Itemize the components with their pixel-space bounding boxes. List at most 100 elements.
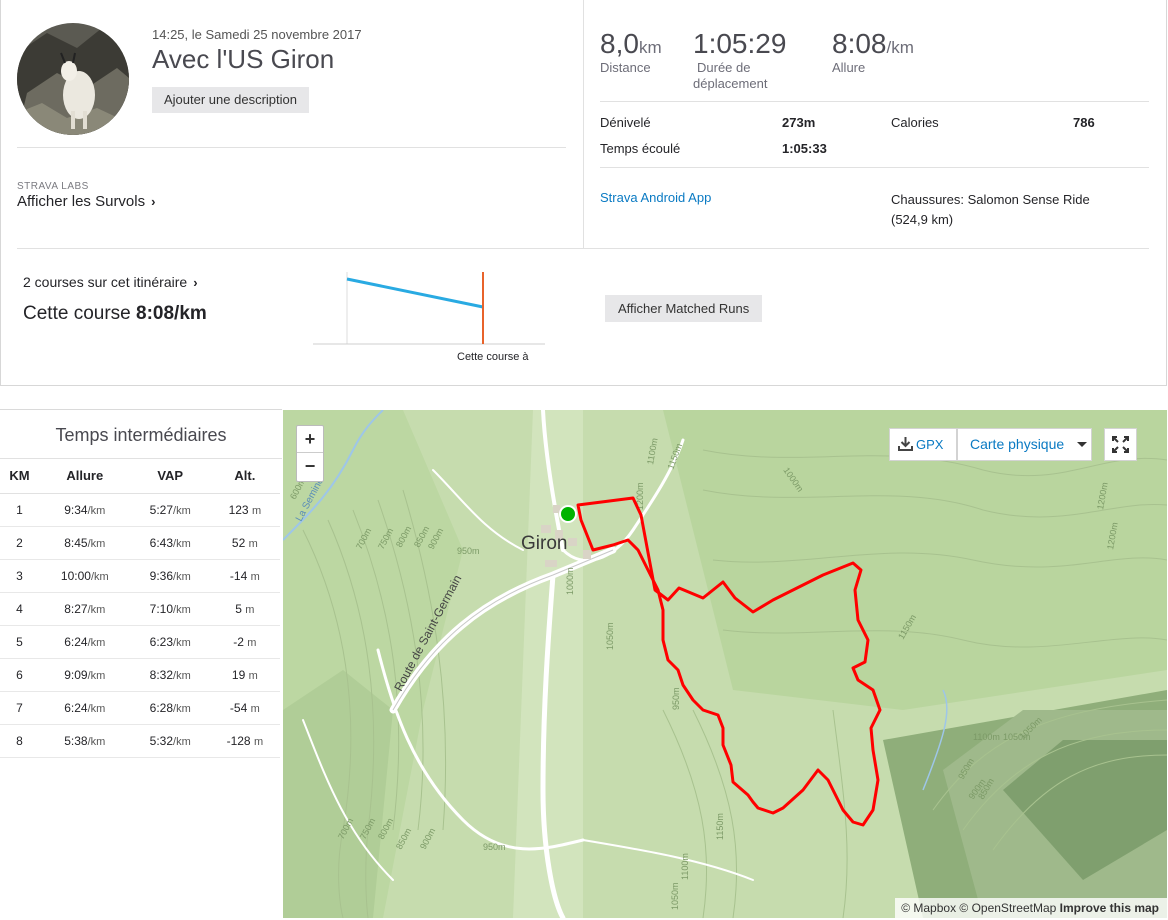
chevron-right-icon: › <box>193 275 198 290</box>
split-km: 4 <box>0 592 39 626</box>
map-layer-label: Carte physique <box>970 436 1065 452</box>
stat-moving-time: 1:05:29 Durée de déplacement <box>693 28 786 92</box>
split-alt: 52 m <box>209 526 280 560</box>
split-gap: 5:32/km <box>130 724 210 758</box>
contour-label: 1100m <box>645 437 660 465</box>
athlete-avatar[interactable] <box>17 23 129 135</box>
pace-trend-line <box>346 277 484 309</box>
split-km: 1 <box>0 493 39 527</box>
fullscreen-icon <box>1112 436 1129 453</box>
zoom-out-button[interactable]: − <box>304 456 316 476</box>
download-icon <box>898 437 913 451</box>
split-pace: 8:45/km <box>38 526 131 560</box>
distance-label: Distance <box>600 60 651 75</box>
col-gap: VAP <box>130 459 210 494</box>
pace-label: Allure <box>832 60 866 75</box>
attribution-text[interactable]: © Mapbox © OpenStreetMap <box>901 901 1057 915</box>
contour-label: 1200m <box>1105 521 1120 550</box>
split-row: 4 8:27/km 7:10/km 5 m <box>0 592 280 626</box>
split-gap: 9:36/km <box>130 559 210 593</box>
shoes-distance: (524,9 km) <box>891 212 954 227</box>
split-alt: -2 m <box>209 625 280 659</box>
split-km: 6 <box>0 658 39 692</box>
col-pace: Allure <box>38 459 131 494</box>
gpx-download-button[interactable]: GPX <box>889 428 957 461</box>
elevation-value: 273m <box>782 115 816 130</box>
col-km: KM <box>0 459 39 494</box>
contour-label: 1050m <box>1003 732 1031 742</box>
route-map[interactable]: Giron Route de Saint-Germain La Semine 6… <box>283 410 1167 918</box>
divider <box>600 167 1149 168</box>
split-km: 2 <box>0 526 39 560</box>
flyby-link[interactable]: Afficher les Survols › <box>17 193 155 210</box>
elevation-label: Dénivelé <box>600 115 651 130</box>
device-link[interactable]: Strava Android App <box>600 190 712 205</box>
town-label: Giron <box>521 533 567 554</box>
split-gap: 5:27/km <box>130 493 210 527</box>
split-row: 8 5:38/km 5:32/km -128 m <box>0 724 280 758</box>
moving-time-label-1: Durée de <box>697 60 751 75</box>
map-layer-dropdown[interactable]: Carte physique <box>957 428 1092 461</box>
split-alt: -128 m <box>209 724 280 758</box>
divider <box>17 147 566 148</box>
pace-unit: /km <box>886 38 914 57</box>
contour-label: 1100m <box>680 853 690 880</box>
activity-header-card: 14:25, le Samedi 25 novembre 2017 Avec l… <box>0 0 1167 386</box>
col-alt: Alt. <box>209 459 280 494</box>
matched-runs-link[interactable]: 2 courses sur cet itinéraire › <box>23 274 198 290</box>
matched-runs-chart: Cette course à <box>313 272 545 363</box>
split-row: 7 6:24/km 6:28/km -54 m <box>0 691 280 725</box>
map-canvas[interactable]: Giron Route de Saint-Germain La Semine 6… <box>283 410 1167 918</box>
split-pace: 10:00/km <box>38 559 131 593</box>
activity-title: Avec l'US Giron <box>152 44 335 74</box>
contour-label: 950m <box>483 842 506 852</box>
split-gap: 8:32/km <box>130 658 210 692</box>
route-line <box>576 496 882 827</box>
distance-value: 8,0 <box>600 28 639 59</box>
split-gap: 6:23/km <box>130 625 210 659</box>
activity-date: 14:25, le Samedi 25 novembre 2017 <box>152 27 362 42</box>
split-gap: 7:10/km <box>130 592 210 626</box>
this-run-prefix: Cette course <box>23 303 131 324</box>
split-pace: 6:24/km <box>38 625 131 659</box>
zoom-in-button[interactable]: + <box>297 426 323 453</box>
shoes-info: Chaussures: Salomon Sense Ride (524,9 km… <box>891 190 1111 230</box>
pace-value: 8:08 <box>832 28 887 59</box>
split-row: 6 9:09/km 8:32/km 19 m <box>0 658 280 692</box>
chevron-right-icon: › <box>151 194 156 209</box>
moving-time-label-2: déplacement <box>693 76 768 91</box>
add-description-button[interactable]: Ajouter une description <box>152 87 309 113</box>
split-km: 8 <box>0 724 39 758</box>
improve-map-link[interactable]: Improve this map <box>1059 901 1159 915</box>
split-alt: 123 m <box>209 493 280 527</box>
split-km: 7 <box>0 691 39 725</box>
start-marker <box>559 505 577 523</box>
divider <box>17 248 1149 249</box>
splits-panel: Temps intermédiaires KM Allure VAP Alt. … <box>0 409 282 920</box>
contour-label: 1200m <box>1095 481 1110 510</box>
split-pace: 9:09/km <box>38 658 131 692</box>
divider <box>600 101 1149 102</box>
contour-label: 1200m <box>635 482 645 510</box>
split-row: 3 10:00/km 9:36/km -14 m <box>0 559 280 593</box>
chart-caption: Cette course à <box>457 351 529 363</box>
distance-unit: km <box>638 38 662 57</box>
split-km: 3 <box>0 559 39 593</box>
fullscreen-button[interactable] <box>1104 428 1137 461</box>
contour-label: 950m <box>457 546 480 556</box>
split-row: 2 8:45/km 6:43/km 52 m <box>0 526 280 560</box>
matched-runs-label: 2 courses sur cet itinéraire <box>23 274 188 290</box>
elapsed-time-label: Temps écoulé <box>600 141 681 156</box>
map-attribution: © Mapbox © OpenStreetMap Improve this ma… <box>895 898 1167 918</box>
split-row: 5 6:24/km 6:23/km -2 m <box>0 625 280 659</box>
contour-label: 1050m <box>605 622 615 650</box>
split-gap: 6:43/km <box>130 526 210 560</box>
strava-labs-label: STRAVA LABS <box>17 181 89 192</box>
split-pace: 6:24/km <box>38 691 131 725</box>
split-pace: 9:34/km <box>38 493 131 527</box>
split-alt: -14 m <box>209 559 280 593</box>
gpx-label: GPX <box>916 437 944 452</box>
moving-time-value: 1:05:29 <box>693 28 787 59</box>
show-matched-runs-button[interactable]: Afficher Matched Runs <box>605 295 763 322</box>
